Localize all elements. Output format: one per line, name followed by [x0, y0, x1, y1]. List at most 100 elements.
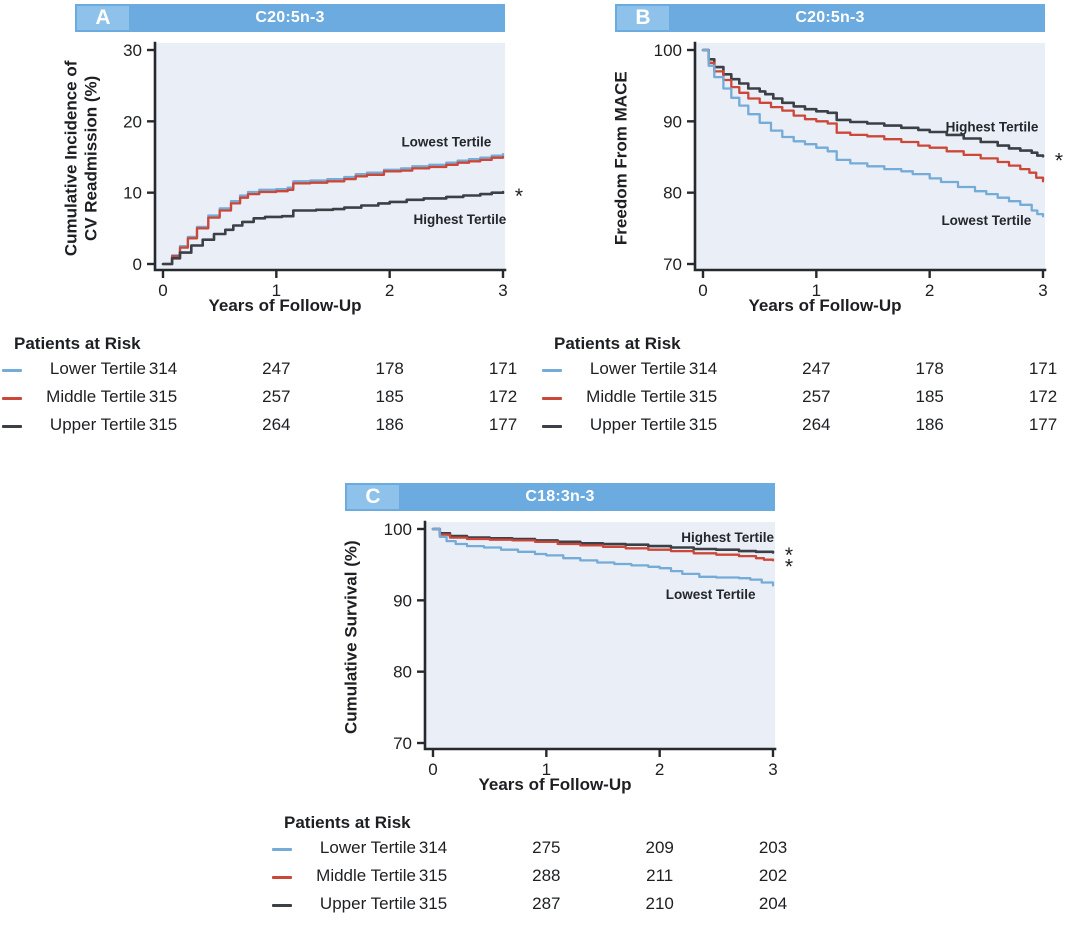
panel-a-header: A C20:5n-3	[75, 4, 505, 32]
legend-line-swatch	[542, 369, 562, 372]
risk-table-heading: Patients at Risk	[284, 813, 411, 832]
y-axis-label-line: Cumulative Incidence of	[61, 60, 81, 256]
panel-a-title: C20:5n-3	[255, 9, 325, 26]
panel-c-letter-badge: C	[347, 485, 399, 509]
risk-row: Upper Tertile 315 264 186 177	[540, 412, 1080, 440]
panel-c: C C18:3n-3 Cumulative Survival (%) 70 80 9…	[270, 483, 810, 919]
legend-line-swatch	[272, 876, 292, 879]
panel-a: A C20:5n-3 Cumulative Incidence of CV Rea…	[0, 4, 540, 440]
risk-count: 315	[148, 387, 178, 406]
y-axis-label-line: Freedom From MACE	[611, 71, 631, 245]
panel-c-x-axis-title: Years of Follow-Up	[478, 775, 632, 794]
panel-c-patients-at-risk: Patients at Risk Lower Tertile 314 275 209 2…	[270, 813, 810, 919]
risk-count: 172	[1028, 387, 1058, 406]
panel-b-header: B C20:5n-3	[615, 4, 1045, 32]
risk-count: 247	[262, 359, 291, 378]
legend-line-swatch	[2, 397, 22, 400]
risk-row-label: Upper Tertile	[49, 415, 146, 434]
panel-a-letter-badge: A	[77, 6, 129, 30]
risk-row: Middle Tertile 315 257 185 172	[540, 384, 1080, 412]
risk-count: 171	[488, 359, 518, 378]
x-tick-label: 1	[542, 760, 551, 775]
legend-line-swatch	[542, 397, 562, 400]
legend-line-swatch	[272, 848, 292, 851]
risk-count: 171	[1028, 359, 1058, 378]
risk-count: 275	[532, 838, 561, 857]
panel-a-risk-rows: Lower Tertile 314 247 178 171 Middle Tertile 3…	[0, 356, 540, 440]
y-tick-label: 70	[663, 255, 682, 274]
top-row: A C20:5n-3 Cumulative Incidence of CV Rea…	[0, 4, 1080, 440]
risk-count: 178	[915, 359, 944, 378]
risk-row: Middle Tertile 315 257 185 172	[0, 384, 540, 412]
x-tick-label: 0	[158, 281, 167, 296]
y-tick-label: 100	[654, 41, 682, 60]
panel-b-patients-at-risk: Patients at Risk Lower Tertile 314 247 178 1…	[540, 334, 1080, 440]
legend-line-swatch	[542, 425, 562, 428]
km-curve-upper	[161, 190, 505, 266]
risk-count: 314	[418, 838, 448, 857]
bottom-row: C C18:3n-3 Cumulative Survival (%) 70 80 9…	[0, 483, 1080, 919]
x-tick-label: 2	[925, 281, 934, 296]
risk-count: 314	[688, 359, 718, 378]
legend-line-swatch	[2, 425, 22, 428]
risk-count: 315	[418, 866, 448, 885]
x-tick-label: 0	[428, 760, 437, 775]
risk-row: Upper Tertile 315 264 186 177	[0, 412, 540, 440]
risk-table-heading: Patients at Risk	[554, 334, 681, 353]
risk-row-label: Middle Tertile	[586, 387, 686, 406]
panel-b-title: C20:5n-3	[795, 9, 865, 26]
risk-row-label: Lower Tertile	[49, 359, 146, 378]
plot-background	[155, 43, 505, 270]
y-tick-label: 90	[663, 112, 682, 131]
panel-a-y-axis-label: Cumulative Incidence of CV Readmission (%…	[22, 38, 142, 278]
x-tick-label: 1	[812, 281, 821, 296]
panel-a-patients-at-risk: Patients at Risk Lower Tertile 314 247 178 1…	[0, 334, 540, 440]
panel-c-header: C C18:3n-3	[345, 483, 775, 511]
axis-lines	[693, 41, 1047, 272]
significance-asterisk: *	[1055, 149, 1063, 172]
km-curve-upper	[701, 48, 1045, 158]
risk-row: Lower Tertile 314 247 178 171	[540, 356, 1080, 384]
risk-count: 186	[375, 415, 404, 434]
panel-b-x-axis-title: Years of Follow-Up	[748, 296, 902, 315]
y-tick-label: 100	[384, 520, 412, 539]
risk-count: 315	[418, 894, 448, 913]
curve-annotation: Highest Tertile	[946, 119, 1039, 134]
km-curve-lower	[701, 48, 1045, 218]
x-tick-label: 3	[1038, 281, 1047, 296]
panel-b-y-axis-label: Freedom From MACE	[562, 38, 682, 278]
significance-asterisk: *	[785, 544, 793, 567]
y-axis-label-line: Cumulative Survival (%)	[341, 540, 361, 734]
risk-count: 247	[802, 359, 831, 378]
panel-c-title: C18:3n-3	[525, 488, 595, 505]
risk-count: 185	[915, 387, 944, 406]
x-tick-label: 2	[385, 281, 394, 296]
y-tick-label: 80	[663, 184, 682, 203]
y-tick-label: 0	[133, 255, 142, 274]
risk-count: 209	[645, 838, 674, 857]
risk-row: Middle Tertile 315 288 211 202	[270, 863, 810, 891]
risk-row: Upper Tertile 315 287 210 204	[270, 891, 810, 919]
risk-row-label: Upper Tertile	[589, 415, 686, 434]
risk-count: 172	[488, 387, 518, 406]
risk-row: Lower Tertile 314 275 209 203	[270, 835, 810, 863]
risk-count: 257	[262, 387, 291, 406]
y-tick-label: 30	[123, 41, 142, 60]
risk-count: 315	[688, 415, 718, 434]
curve-annotation: Lowest Tertile	[401, 134, 491, 149]
risk-count: 177	[1028, 415, 1058, 434]
curve-annotation: Lowest Tertile	[666, 587, 756, 602]
panel-c-y-axis-label: Cumulative Survival (%)	[292, 517, 412, 757]
x-tick-label: 3	[498, 281, 507, 296]
risk-row-label: Middle Tertile	[46, 387, 146, 406]
risk-row-label: Upper Tertile	[319, 894, 416, 913]
risk-count: 185	[375, 387, 404, 406]
curve-annotation: Highest Tertile	[414, 212, 507, 227]
y-tick-label: 90	[393, 591, 412, 610]
x-tick-label: 0	[698, 281, 707, 296]
risk-table-heading: Patients at Risk	[14, 334, 141, 353]
y-tick-label: 70	[393, 734, 412, 753]
panel-a-chart-area: Cumulative Incidence of CV Readmission (%…	[0, 38, 540, 296]
risk-count: 186	[915, 415, 944, 434]
